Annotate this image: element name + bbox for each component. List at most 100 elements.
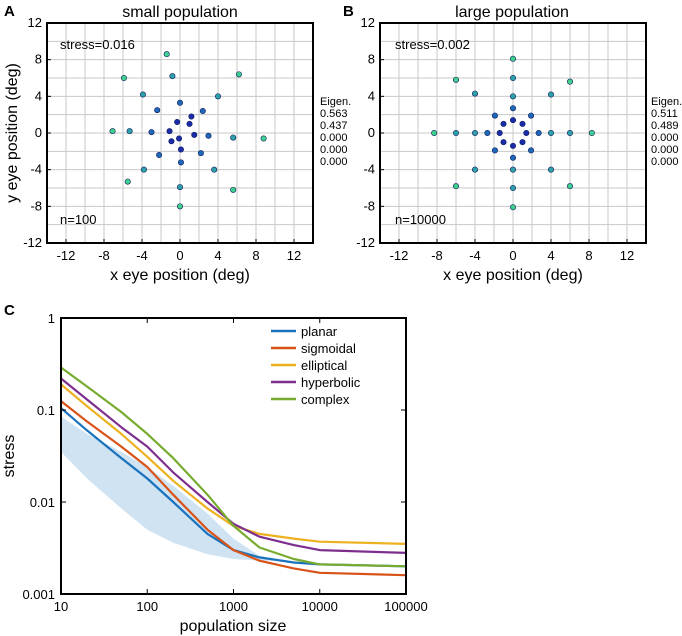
data-point xyxy=(519,120,526,127)
panel-b-eigen-value: 0.000 xyxy=(651,132,679,144)
x-tick-label: 12 xyxy=(620,248,634,263)
x-tick-label: 4 xyxy=(547,248,554,263)
panel-a-eigen-value: 0.437 xyxy=(320,120,348,132)
data-point xyxy=(566,183,573,190)
panel-a-letter: A xyxy=(4,3,15,20)
series-line-hyperbolic xyxy=(60,377,407,554)
data-point xyxy=(519,139,526,146)
data-point xyxy=(500,120,507,127)
data-point xyxy=(509,204,516,211)
data-point xyxy=(484,130,491,137)
data-point xyxy=(452,183,459,190)
data-point xyxy=(199,108,206,115)
data-point xyxy=(205,132,212,139)
panel-c-letter: C xyxy=(4,302,15,319)
panel-a-title: small population xyxy=(122,4,238,21)
series-line-complex xyxy=(60,366,407,568)
y-tick-label: 4 xyxy=(35,88,42,103)
y-tick-label: 8 xyxy=(35,52,42,67)
data-point xyxy=(260,135,267,142)
x-tick-label: 0 xyxy=(509,248,516,263)
data-point xyxy=(509,154,516,161)
x-tick-label: 100000 xyxy=(384,599,427,614)
data-point xyxy=(154,107,161,114)
x-tick-label: 1000 xyxy=(219,599,248,614)
data-point xyxy=(230,134,237,141)
x-tick-label: -8 xyxy=(98,248,110,263)
series-line-sigmoidal xyxy=(60,400,407,577)
panel-c-x-axis-label: population size xyxy=(180,618,287,635)
legend-label-complex: complex xyxy=(301,392,350,407)
data-point xyxy=(566,130,573,137)
panel-a-eigenvalues: Eigen. 0.563 0.437 0.000 0.000 0.000 xyxy=(320,96,351,168)
panel-b-eigen-value: 0.000 xyxy=(651,144,679,156)
y-tick-label: -8 xyxy=(30,198,42,213)
x-tick-label: 4 xyxy=(214,248,221,263)
panel-a-y-ticks: -12 -8 -4 0 4 8 12 xyxy=(23,15,51,250)
x-tick-label: 10000 xyxy=(302,599,338,614)
panel-b-title: large population xyxy=(455,4,569,21)
y-tick-label: -4 xyxy=(30,162,42,177)
y-tick-label: 4 xyxy=(368,88,375,103)
data-point xyxy=(177,99,184,106)
series-line-elliptical xyxy=(60,383,407,545)
series-line-planar xyxy=(60,407,407,568)
data-point xyxy=(471,130,478,137)
data-point xyxy=(509,93,516,100)
data-point xyxy=(215,93,222,100)
data-point xyxy=(148,129,155,136)
panel-a-eigen-value: 0.000 xyxy=(320,132,348,144)
data-point xyxy=(452,76,459,83)
data-point xyxy=(528,112,535,119)
x-tick-label: -12 xyxy=(390,248,409,263)
panel-b-n-label: n=10000 xyxy=(395,212,446,227)
data-point xyxy=(109,128,116,135)
panel-c-series-lines xyxy=(60,366,407,577)
panel-a-x-axis-label: x eye position (deg) xyxy=(110,267,250,284)
y-tick-label: -8 xyxy=(363,198,375,213)
data-point xyxy=(166,128,173,135)
panel-a-eigen-value: 0.000 xyxy=(320,156,348,168)
panel-b-eigen-value: 0.489 xyxy=(651,120,679,132)
panel-b-stress-label: stress=0.002 xyxy=(395,37,470,52)
data-point xyxy=(509,75,516,82)
x-tick-label: -4 xyxy=(469,248,481,263)
y-tick-label: -4 xyxy=(363,162,375,177)
data-point xyxy=(500,139,507,146)
y-tick-label: 0 xyxy=(35,125,42,140)
data-point xyxy=(186,120,193,127)
panel-a-eigen-header: Eigen. xyxy=(320,96,351,108)
data-point xyxy=(547,91,554,98)
legend-label-sigmoidal: sigmoidal xyxy=(301,341,356,356)
data-point xyxy=(163,51,170,58)
data-point xyxy=(496,130,503,137)
data-point xyxy=(491,147,498,154)
panel-b-points xyxy=(431,55,595,211)
legend-label-elliptical: elliptical xyxy=(301,358,347,373)
data-point xyxy=(188,113,195,120)
data-point xyxy=(168,138,175,145)
panel-b-letter: B xyxy=(343,3,354,20)
panel-a-x-ticks: -12 -8 -4 0 4 8 12 xyxy=(57,239,301,263)
panel-b-eigen-header: Eigen. xyxy=(651,96,682,108)
data-point xyxy=(509,117,516,124)
data-point xyxy=(235,71,242,78)
x-tick-label: -12 xyxy=(57,248,76,263)
data-point xyxy=(452,130,459,137)
panel-a: A small population -12 -8 -4 0 4 8 12 -12 -8 -4 0… xyxy=(4,3,351,284)
panel-c-x-ticks: 10 100 1000 10000 100000 xyxy=(54,318,428,614)
data-point xyxy=(471,166,478,173)
legend-label-hyperbolic: hyperbolic xyxy=(301,375,361,390)
data-point xyxy=(509,105,516,112)
data-point xyxy=(177,203,184,210)
panel-a-stress-label: stress=0.016 xyxy=(60,37,135,52)
panel-a-y-axis-label: y eye position (deg) xyxy=(4,63,21,203)
x-tick-label: 10 xyxy=(54,599,68,614)
data-point xyxy=(509,166,516,173)
x-tick-label: 8 xyxy=(585,248,592,263)
panel-b: B large population -12 -8 -4 0 4 8 12 -12 -8 -4 0… xyxy=(343,3,682,284)
x-tick-label: 8 xyxy=(252,248,259,263)
data-point xyxy=(126,128,133,135)
data-point xyxy=(566,78,573,85)
y-tick-label: 0.01 xyxy=(30,495,55,510)
